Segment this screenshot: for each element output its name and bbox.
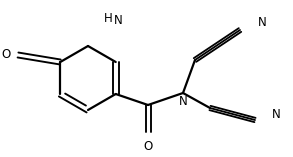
Text: O: O: [143, 140, 153, 153]
Text: N: N: [114, 14, 123, 27]
Text: H: H: [104, 11, 113, 24]
Text: N: N: [179, 95, 188, 108]
Text: O: O: [2, 49, 11, 62]
Text: N: N: [258, 16, 267, 29]
Text: N: N: [272, 108, 281, 121]
